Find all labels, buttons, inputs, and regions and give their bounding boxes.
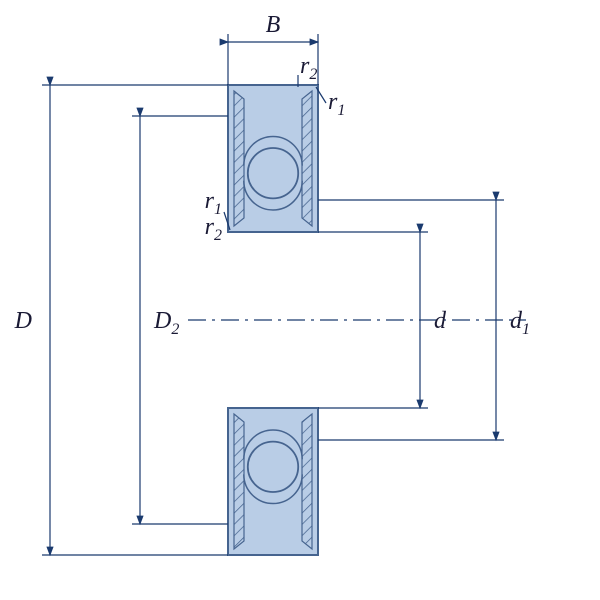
svg-text:B: B (266, 12, 281, 38)
svg-text:r2: r2 (205, 214, 222, 244)
svg-text:D2: D2 (153, 308, 179, 338)
bearing-cross-section-diagram: BDD2dd1r2r1r1r2 (0, 0, 600, 600)
svg-text:D: D (14, 308, 32, 334)
svg-text:r2: r2 (300, 53, 317, 83)
svg-text:d: d (434, 308, 447, 334)
svg-text:d1: d1 (510, 308, 530, 338)
svg-text:r1: r1 (328, 89, 345, 119)
